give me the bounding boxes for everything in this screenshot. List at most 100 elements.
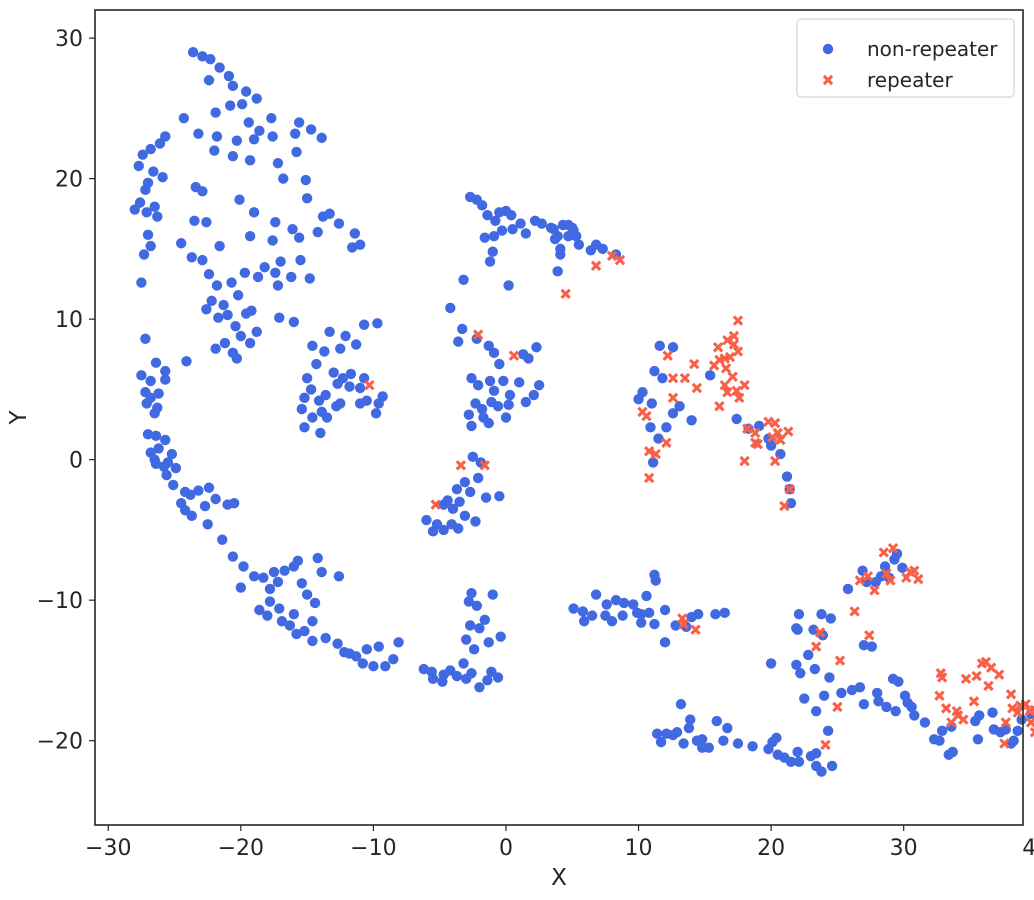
point-non-repeater xyxy=(492,401,504,412)
point-non-repeater xyxy=(822,725,834,737)
point-non-repeater xyxy=(333,571,345,582)
point-non-repeater xyxy=(206,295,217,307)
point-repeater xyxy=(968,696,980,707)
point-non-repeater xyxy=(649,618,660,630)
point-non-repeater xyxy=(458,658,469,669)
point-repeater xyxy=(690,624,701,635)
point-repeater xyxy=(887,542,899,554)
point-non-repeater xyxy=(307,412,318,423)
point-non-repeater xyxy=(480,492,492,503)
point-non-repeater xyxy=(305,384,317,395)
point-repeater xyxy=(775,434,786,446)
point-repeater xyxy=(779,500,790,512)
point-non-repeater xyxy=(193,128,204,139)
point-non-repeater xyxy=(479,232,490,243)
point-non-repeater xyxy=(307,616,318,627)
point-non-repeater xyxy=(140,184,151,196)
point-non-repeater xyxy=(243,117,254,128)
point-non-repeater xyxy=(340,330,351,342)
point-non-repeater xyxy=(288,609,300,620)
point-repeater xyxy=(364,379,375,391)
point-non-repeater xyxy=(203,75,215,86)
point-non-repeater xyxy=(655,736,667,748)
point-non-repeater xyxy=(549,233,561,245)
point-non-repeater xyxy=(136,370,147,381)
point-non-repeater xyxy=(272,576,284,588)
point-non-repeater xyxy=(312,226,323,238)
point-non-repeater xyxy=(974,710,985,721)
point-repeater xyxy=(1029,727,1034,738)
point-non-repeater xyxy=(675,698,687,710)
point-non-repeater xyxy=(919,717,931,728)
point-non-repeater xyxy=(836,687,847,699)
point-non-repeater xyxy=(137,149,148,160)
point-non-repeater xyxy=(484,256,496,267)
point-non-repeater xyxy=(515,218,526,229)
point-non-repeater xyxy=(457,323,468,335)
point-non-repeater xyxy=(667,408,679,419)
point-repeater xyxy=(641,410,652,422)
point-non-repeater xyxy=(218,299,229,311)
point-non-repeater xyxy=(474,682,485,693)
point-repeater xyxy=(1005,689,1017,700)
point-non-repeater xyxy=(157,172,168,183)
point-non-repeater xyxy=(266,112,277,124)
point-non-repeater xyxy=(659,637,671,648)
point-non-repeater xyxy=(133,160,144,172)
point-repeater xyxy=(1000,717,1011,728)
point-non-repeater xyxy=(653,433,664,444)
point-non-repeater xyxy=(810,748,822,759)
point-non-repeater xyxy=(711,715,722,727)
point-repeater xyxy=(869,585,880,596)
point-non-repeater xyxy=(335,398,346,409)
point-non-repeater xyxy=(678,738,689,749)
point-non-repeater xyxy=(906,701,917,713)
point-non-repeater xyxy=(284,620,296,631)
point-non-repeater xyxy=(149,201,160,212)
point-non-repeater xyxy=(278,173,289,184)
y-tick-label: 30 xyxy=(55,27,83,52)
point-non-repeater xyxy=(651,728,663,739)
point-non-repeater xyxy=(536,218,547,229)
point-non-repeater xyxy=(197,51,208,62)
point-non-repeater xyxy=(335,343,346,354)
point-non-repeater xyxy=(345,368,357,380)
point-non-repeater xyxy=(870,576,882,588)
point-non-repeater xyxy=(458,274,469,285)
point-non-repeater xyxy=(476,403,488,415)
point-non-repeater xyxy=(276,616,288,627)
point-repeater xyxy=(878,547,889,558)
point-non-repeater xyxy=(590,589,602,600)
point-repeater xyxy=(662,350,673,361)
point-non-repeater xyxy=(453,336,464,347)
point-non-repeater xyxy=(321,412,333,423)
point-non-repeater xyxy=(211,280,223,291)
y-tick-label: −20 xyxy=(37,730,83,755)
point-non-repeater xyxy=(464,486,476,498)
point-non-repeater xyxy=(305,124,317,135)
point-non-repeater xyxy=(332,638,343,649)
point-non-repeater xyxy=(506,209,517,221)
point-non-repeater xyxy=(520,396,532,408)
point-non-repeater xyxy=(248,134,260,145)
point-non-repeater xyxy=(463,596,475,607)
x-tick-label: 0 xyxy=(499,836,513,861)
point-non-repeater xyxy=(767,736,778,748)
point-repeater xyxy=(643,446,655,457)
point-non-repeater xyxy=(211,131,223,142)
point-non-repeater xyxy=(781,471,793,482)
point-repeater xyxy=(940,703,952,714)
point-repeater xyxy=(999,738,1010,749)
point-non-repeater xyxy=(158,461,170,472)
point-non-repeater xyxy=(661,422,672,433)
point-non-repeater xyxy=(223,70,235,82)
point-non-repeater xyxy=(344,648,355,659)
point-repeater xyxy=(783,426,794,437)
point-non-repeater xyxy=(483,637,494,648)
point-repeater xyxy=(590,260,602,271)
point-non-repeater xyxy=(643,607,655,619)
point-repeater xyxy=(508,350,520,361)
point-non-repeater xyxy=(719,607,730,619)
point-non-repeater xyxy=(354,382,366,394)
point-non-repeater xyxy=(685,714,696,725)
